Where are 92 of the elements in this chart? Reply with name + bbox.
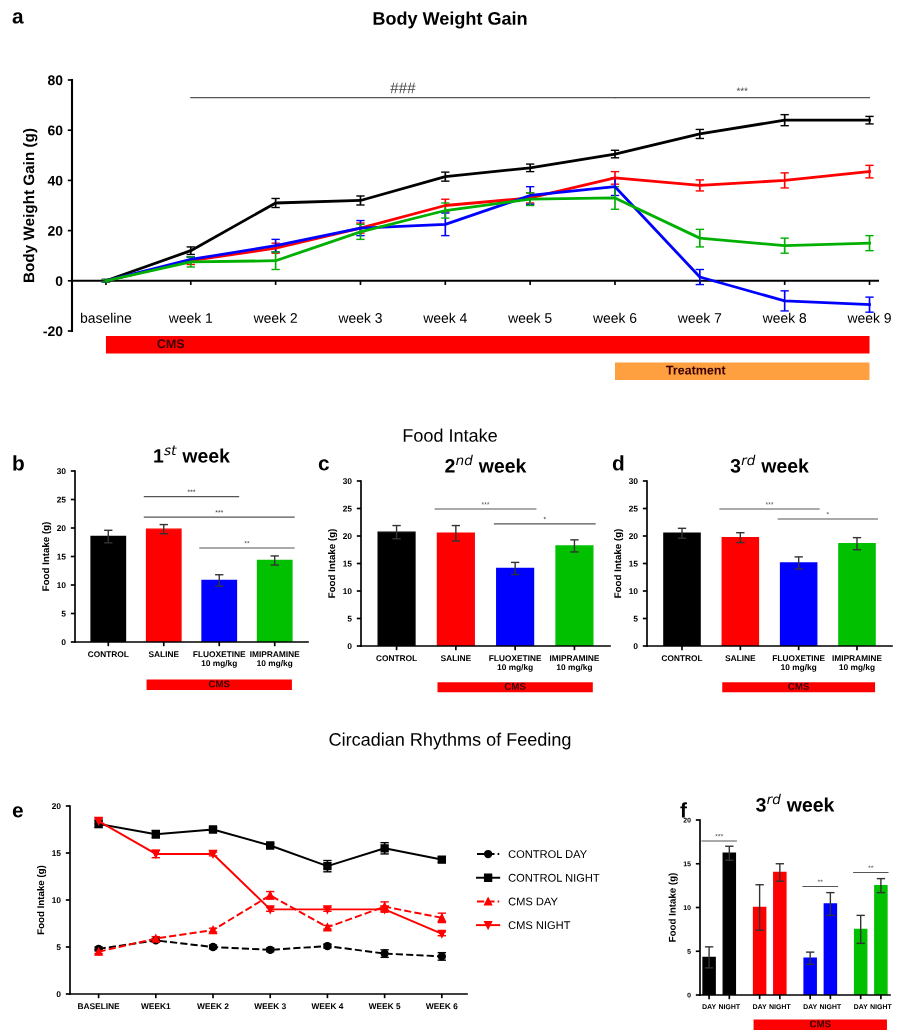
text: Food Intake bbox=[403, 428, 497, 442]
x-tick-label: WEEK 6 bbox=[425, 1003, 458, 1010]
text: CMS bbox=[208, 680, 230, 688]
y-tick-label: 5 bbox=[347, 615, 352, 622]
text: c bbox=[318, 459, 329, 471]
text: a bbox=[12, 12, 24, 24]
text: CMS bbox=[809, 1020, 831, 1028]
annotation: *** bbox=[736, 87, 748, 92]
x-tick-label: CONTROL bbox=[661, 655, 703, 662]
y-tick-label: 15 bbox=[57, 553, 66, 560]
text: Treatment bbox=[666, 365, 726, 375]
y-tick-label: 60 bbox=[48, 125, 63, 136]
legend-label: CMS DAY bbox=[508, 897, 558, 906]
chart-title: 1$^{st}$ week bbox=[154, 445, 230, 463]
x-tick-label: WEEK 2 bbox=[197, 1003, 229, 1010]
y-tick-label: 5 bbox=[633, 615, 638, 622]
x-tick-label: WEEK 5 bbox=[368, 1003, 401, 1010]
x-tick-label: week 5 bbox=[508, 312, 552, 323]
y-tick-label: 10 bbox=[343, 588, 352, 595]
x-tick-label: baseline bbox=[80, 312, 132, 323]
y-tick-label: 0 bbox=[61, 639, 66, 646]
x-tick-label: week 6 bbox=[592, 312, 637, 323]
text: d bbox=[612, 455, 624, 471]
chart-title: 3$^{rd}$ week bbox=[756, 793, 835, 812]
x-tick-label: SALINE bbox=[148, 651, 179, 658]
x-tick-label: week 7 bbox=[677, 312, 722, 323]
x-tick-label: CONTROL bbox=[376, 655, 417, 662]
y-tick-label: 0 bbox=[633, 643, 638, 650]
y-axis-title: Food Intake (g) bbox=[42, 522, 52, 591]
y-tick-label: 0 bbox=[56, 991, 61, 998]
x-tick-label: week 1 bbox=[168, 312, 213, 323]
y-tick-label: 10 bbox=[52, 897, 61, 904]
y-tick-label: 80 bbox=[47, 75, 63, 86]
y-tick-label: 20 bbox=[48, 225, 63, 236]
y-tick-label: 0 bbox=[55, 276, 63, 286]
y-tick-label: 15 bbox=[343, 560, 352, 567]
text: b bbox=[13, 455, 24, 471]
text: CMS bbox=[157, 339, 185, 349]
chart-title: 2$^{nd}$ week bbox=[445, 454, 527, 473]
legend-label: CMS NIGHT bbox=[508, 921, 571, 930]
x-tick-label: week 4 bbox=[423, 312, 467, 323]
x-tick-label: SALINE bbox=[725, 655, 756, 662]
y-tick-label: 20 bbox=[51, 803, 61, 810]
y-tick-label: 5 bbox=[56, 944, 61, 951]
x-tick-label: IMIPRAMINE 10 mg/kg bbox=[832, 655, 882, 672]
y-tick-label: 0 bbox=[347, 643, 352, 650]
x-tick-label: SALINE bbox=[440, 655, 471, 662]
y-axis-title: Food Intake (g) bbox=[614, 529, 624, 598]
y-tick-label: 15 bbox=[52, 850, 61, 857]
x-tick-label: BASELINE bbox=[78, 1003, 120, 1010]
y-axis-title: Body Weight Gain (g) bbox=[23, 128, 38, 282]
y-tick-label: 10 bbox=[629, 588, 638, 595]
text: f bbox=[680, 802, 687, 818]
y-tick-label: 10 bbox=[57, 582, 66, 589]
y-tick-label: 30 bbox=[342, 478, 352, 485]
x-tick-label: FLUOXETINE 10 mg/kg bbox=[772, 655, 825, 672]
x-tick-label: week 3 bbox=[338, 312, 382, 323]
x-tick-label: WEEK1 bbox=[141, 1003, 171, 1010]
x-tick-label: week 8 bbox=[762, 312, 807, 323]
x-tick-label: IMIPRAMINE 10 mg/kg bbox=[250, 651, 300, 668]
x-tick-label: week 9 bbox=[847, 312, 891, 323]
x-tick-label: FLUOXETINE 10 mg/kg bbox=[489, 655, 542, 672]
text: CMS bbox=[504, 682, 526, 690]
y-tick-label: 30 bbox=[56, 468, 66, 475]
y-axis-title: Food Intake (g) bbox=[668, 873, 678, 942]
y-tick-label: 40 bbox=[47, 175, 63, 186]
x-tick-label: FLUOXETINE 10 mg/kg bbox=[193, 651, 246, 668]
legend-label: CONTROL DAY bbox=[508, 850, 587, 859]
chart-title: 3$^{rd}$ week bbox=[730, 454, 809, 473]
y-axis-title: Food Intake (g) bbox=[328, 529, 338, 598]
text: e bbox=[12, 806, 23, 818]
text: Circadian Rhythms of Feeding bbox=[329, 732, 571, 750]
y-tick-label: 20 bbox=[342, 533, 352, 540]
legend-label: CONTROL NIGHT bbox=[508, 873, 600, 882]
chart-title: Body Weight Gain bbox=[373, 11, 527, 29]
y-tick-label: 5 bbox=[61, 610, 66, 617]
y-tick-label: 30 bbox=[628, 478, 638, 485]
x-tick-label: WEEK 3 bbox=[254, 1003, 286, 1010]
y-axis-title: Food Intake (g) bbox=[37, 865, 47, 935]
x-tick-label: week 2 bbox=[253, 312, 297, 323]
y-tick-label: 15 bbox=[629, 560, 638, 567]
annotation: ### bbox=[390, 82, 416, 94]
y-tick-label: 20 bbox=[56, 525, 66, 532]
y-tick-label: 25 bbox=[56, 496, 66, 503]
text: CMS bbox=[788, 682, 810, 690]
y-tick-label: 25 bbox=[342, 505, 352, 512]
x-tick-label: WEEK 4 bbox=[311, 1003, 344, 1010]
x-tick-label: IMIPRAMINE 10 mg/kg bbox=[549, 655, 600, 672]
y-tick-label: 25 bbox=[628, 505, 638, 512]
y-tick-label: 20 bbox=[628, 533, 638, 540]
y-tick-label: -20 bbox=[43, 326, 63, 337]
x-tick-label: CONTROL bbox=[88, 651, 129, 658]
